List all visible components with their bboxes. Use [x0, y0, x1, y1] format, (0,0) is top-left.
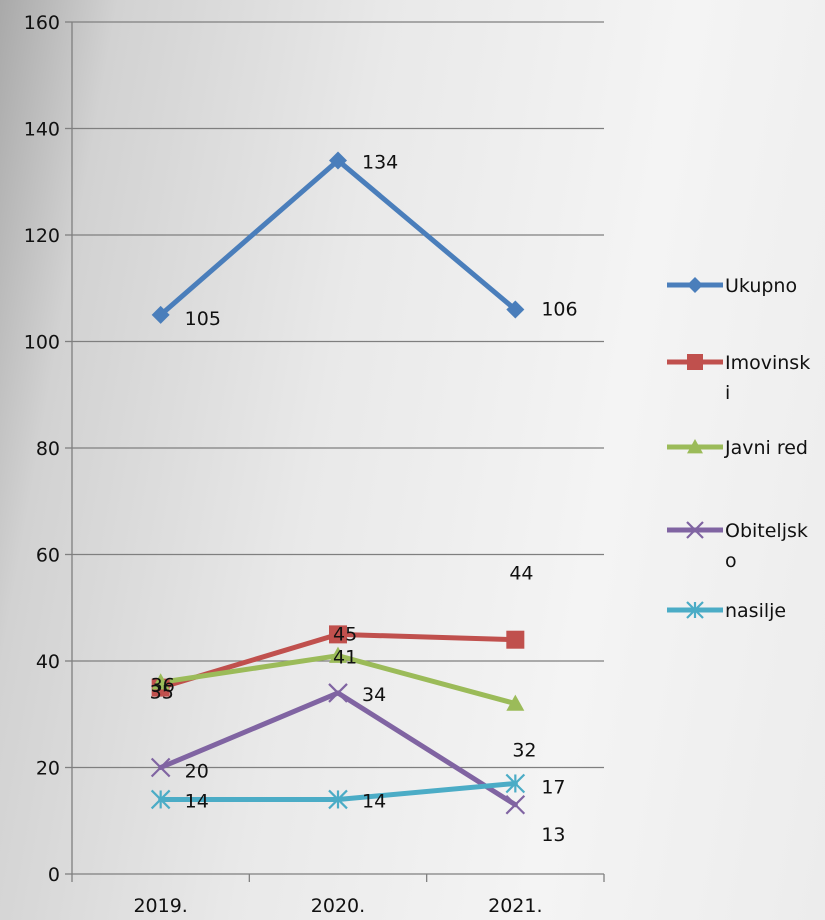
data-label: 35 — [150, 682, 174, 704]
diamond-marker — [506, 300, 525, 319]
y-tick-label: 140 — [24, 119, 60, 141]
diamond-marker — [687, 277, 703, 293]
star-marker — [150, 789, 171, 810]
x-tick-labels: 2019. 2020. 2021. — [133, 895, 542, 917]
legend-label: nasilje — [725, 600, 786, 622]
legend-label: Javni red — [724, 437, 808, 459]
axes — [65, 21, 605, 882]
x-marker — [150, 757, 171, 778]
legend-entry: Imovinsk i — [667, 352, 810, 404]
data-label: 44 — [509, 563, 533, 585]
legend-label: o — [725, 550, 737, 572]
data-labels: 105 134 106 35 45 44 36 41 32 20 34 13 14 14 17 — [150, 151, 578, 845]
legend-label: Imovinsk — [725, 352, 810, 374]
legend-label: Ukupno — [725, 275, 797, 297]
series-line-ukupno — [158, 157, 518, 318]
square-marker — [329, 625, 347, 644]
square-marker — [687, 354, 703, 370]
x-marker — [686, 521, 704, 539]
y-tick-label: 40 — [36, 651, 60, 673]
diamond-marker — [329, 151, 347, 170]
legend-entry: nasilje — [667, 600, 786, 622]
triangle-marker — [506, 694, 525, 711]
data-label: 20 — [185, 761, 209, 783]
triangle-marker — [329, 646, 347, 663]
x-marker-stroke — [686, 521, 704, 539]
x-marker-stroke — [505, 794, 526, 815]
legend: Ukupno Imovinsk i Javni red Obiteljsk o nasilj… — [667, 275, 810, 622]
x-marker — [328, 683, 348, 703]
y-tick-label: 60 — [36, 545, 60, 567]
data-label: 17 — [541, 776, 565, 798]
x-tick-label: 2020. — [311, 895, 365, 917]
data-label: 105 — [185, 308, 221, 330]
y-tick-label: 120 — [24, 225, 60, 247]
data-label: 45 — [333, 623, 357, 645]
data-label: 13 — [541, 824, 565, 846]
series-lines — [158, 157, 518, 808]
data-label: 106 — [541, 299, 577, 321]
legend-entry: Ukupno — [667, 275, 797, 297]
star-marker — [328, 789, 348, 810]
legend-label: Obiteljsk — [725, 520, 808, 542]
data-label: 14 — [185, 790, 209, 812]
data-label: 14 — [362, 790, 386, 812]
data-label: 41 — [333, 647, 357, 669]
data-label: 134 — [362, 151, 398, 173]
legend-entry: Javni red — [667, 437, 808, 459]
legend-entry: Obiteljsk o — [667, 520, 808, 572]
x-tick-label: 2019. — [133, 895, 187, 917]
triangle-marker — [687, 439, 703, 454]
data-label: 36 — [151, 674, 175, 696]
star-marker — [505, 773, 526, 794]
y-tick-label: 0 — [48, 864, 60, 886]
diamond-marker — [151, 305, 170, 324]
square-marker — [506, 630, 525, 649]
y-tick-label: 80 — [36, 438, 60, 460]
gridlines — [72, 21, 604, 769]
y-tick-label: 100 — [24, 332, 60, 354]
x-marker-stroke — [328, 683, 348, 703]
x-marker-stroke — [150, 757, 171, 778]
x-marker — [505, 794, 526, 815]
y-tick-label: 20 — [36, 758, 60, 780]
legend-label: i — [725, 382, 730, 404]
series-markers — [150, 151, 526, 815]
x-tick-label: 2021. — [488, 895, 542, 917]
y-tick-labels: 0 20 40 60 80 100 120 140 160 — [24, 12, 60, 886]
data-label: 34 — [362, 684, 386, 706]
triangle-marker — [151, 673, 170, 690]
star-marker — [686, 601, 704, 619]
y-tick-label: 160 — [24, 12, 60, 34]
data-label: 32 — [512, 740, 536, 762]
